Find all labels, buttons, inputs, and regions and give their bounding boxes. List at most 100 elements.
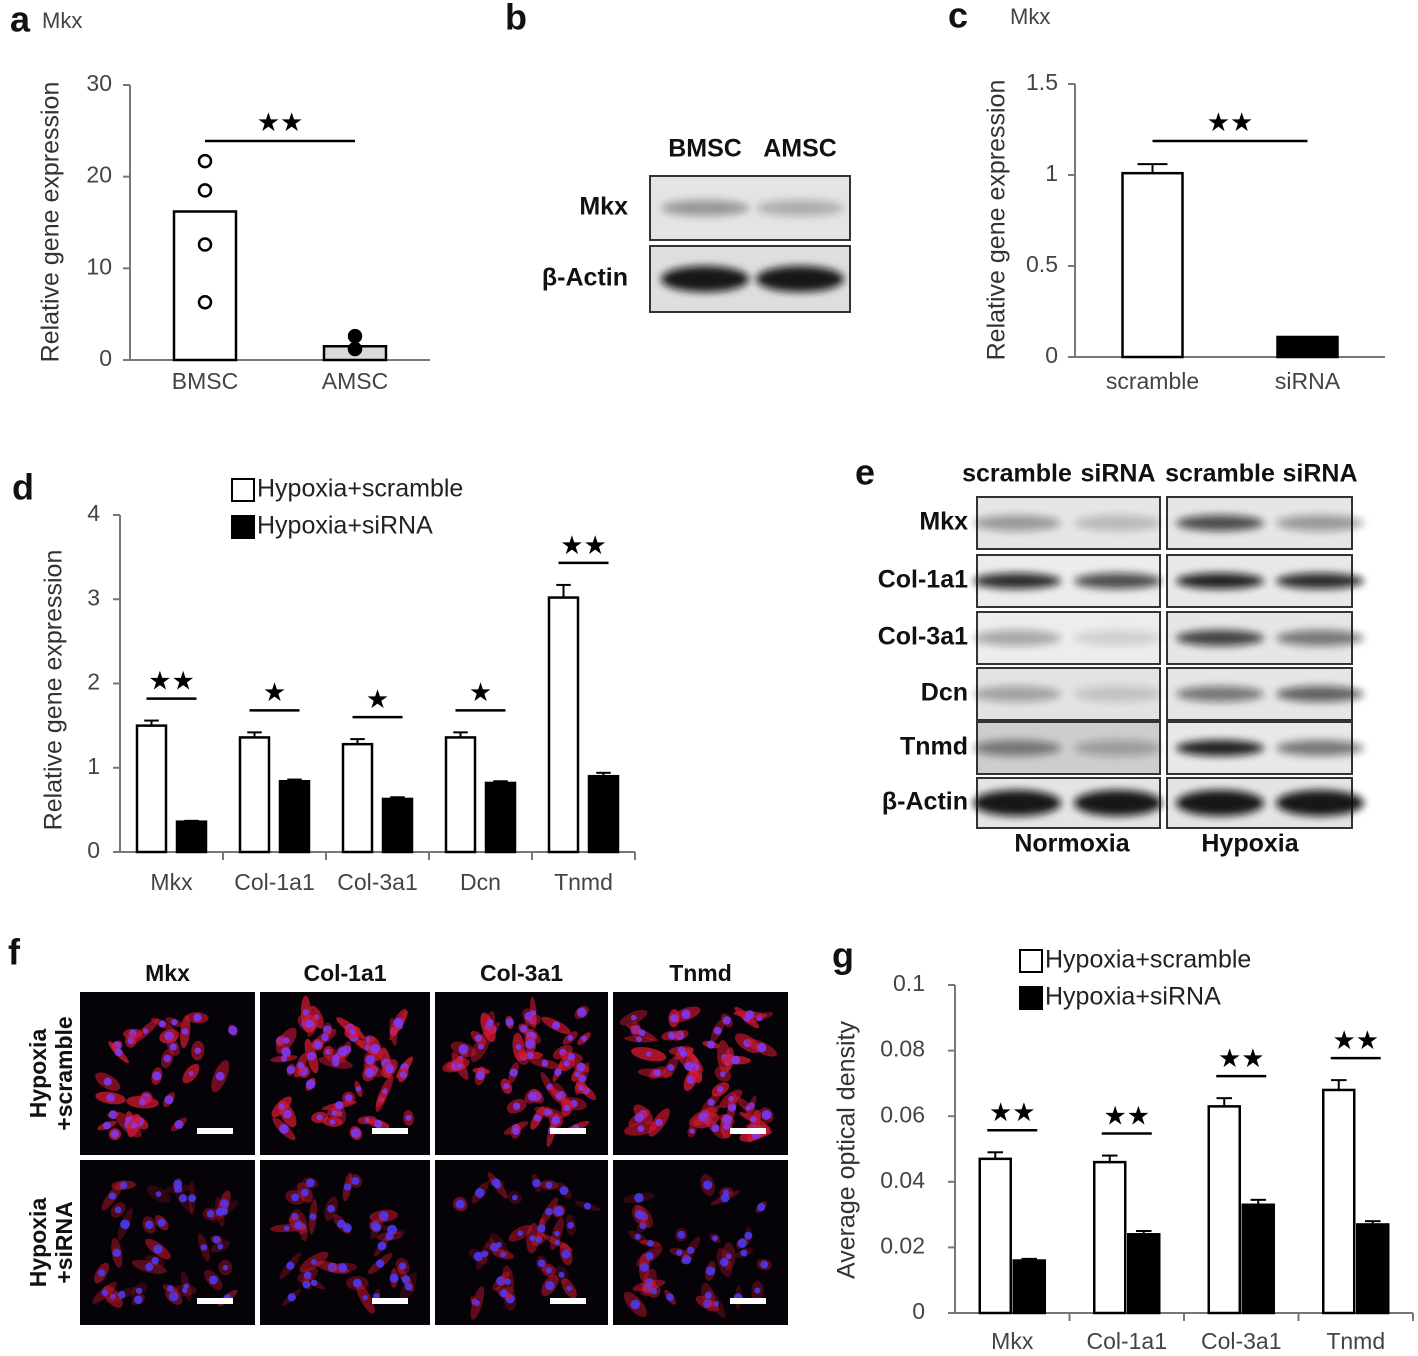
nucleus [722,1016,731,1025]
significance-label: ★★ [257,107,304,137]
y-tick-label: 0 [99,345,112,371]
nucleus [530,1010,537,1016]
nucleus [561,1249,571,1259]
nucleus [713,1301,719,1307]
blot-band [1176,515,1264,531]
nucleus [505,1018,514,1027]
panel-label: g [832,935,854,976]
blot-band [973,630,1061,646]
nucleus [630,1014,637,1021]
nucleus [163,1054,172,1063]
nucleus [313,1040,322,1050]
nucleus [174,1184,183,1193]
nucleus [338,1263,348,1273]
significance-label: ★ [366,684,389,714]
blot-row-label: Col-1a1 [878,566,968,594]
nucleus [321,1033,329,1042]
nucleus [389,1273,399,1283]
nucleus [537,1259,546,1268]
nucleus [705,1266,716,1276]
nucleus [219,1199,229,1208]
blot-band [1074,573,1162,589]
bar [587,774,620,854]
nucleus [535,1236,543,1243]
nucleus [481,1250,489,1258]
nucleus [689,1128,695,1134]
blot-row-label: Col-3a1 [878,623,968,651]
nucleus [527,1051,534,1059]
legend-label: Hypoxia+scramble [257,475,463,503]
bar [172,210,238,362]
nucleus [398,1262,407,1270]
x-tick-label: BMSC [172,368,238,394]
nucleus [114,1048,123,1057]
y-tick-label: 0.5 [1026,251,1058,277]
nucleus [760,1260,769,1269]
nucleus [520,1025,528,1033]
nucleus [362,1295,368,1301]
nucleus [193,1013,202,1022]
data-point [197,295,213,310]
legend-swatch [231,478,255,502]
micrograph-row-label: Hypoxia [25,1029,51,1119]
nucleus [385,1064,395,1074]
blot-band [756,266,844,292]
bar [1207,1105,1241,1315]
nucleus [761,1109,772,1120]
blot-group-label: Normoxia [1014,830,1130,858]
nucleus [529,1235,536,1242]
nucleus [737,1238,747,1248]
significance-label: ★★ [560,530,607,560]
y-tick-label: 10 [86,253,112,279]
blot-column-label: siRNA [1080,460,1155,488]
nucleus [646,1051,652,1057]
nucleus [646,1239,654,1247]
nucleus [378,1211,389,1221]
nucleus [563,1104,571,1112]
x-tick-label: Tnmd [1326,1328,1385,1354]
nucleus [370,1043,381,1054]
nucleus [114,1206,122,1214]
nucleus [634,1233,641,1240]
nucleus [722,1114,732,1125]
nucleus [102,1121,111,1130]
nucleus [278,1103,285,1110]
nucleus [551,1021,561,1030]
panel-label: c [948,0,968,36]
significance-label: ★★ [1218,1043,1265,1073]
nucleus [553,1206,564,1217]
blot-band [973,790,1061,816]
y-tick-label: 1 [1045,160,1058,186]
nucleus [169,1043,177,1051]
nucleus [704,1291,712,1300]
bar [1322,1088,1356,1315]
x-tick-label: Col-1a1 [1086,1328,1167,1354]
nucleus [720,1071,726,1077]
nucleus [313,1014,320,1021]
nucleus [283,1037,290,1044]
significance-label: ★★ [1332,1025,1379,1055]
y-tick-label: 30 [86,70,112,96]
micrograph-row-label: Hypoxia [25,1198,51,1288]
nucleus [144,1220,154,1230]
nucleus [158,1020,166,1028]
nucleus [475,1188,485,1198]
micrograph-column-label: Mkx [145,960,190,986]
blot-column-label: scramble [1165,460,1275,488]
nucleus [151,1256,159,1265]
blot-column-label: AMSC [763,135,837,163]
nucleus [567,1221,575,1229]
nucleus [574,1071,581,1077]
significance-label: ★★ [1207,107,1254,137]
nucleus [164,1031,174,1042]
nucleus [153,1244,163,1254]
bar [1241,1203,1275,1315]
bar [175,820,208,854]
nucleus [281,1047,291,1057]
nucleus [654,1069,662,1077]
nucleus [567,1053,576,1061]
nucleus [545,1280,555,1291]
bar [1127,1233,1161,1315]
y-tick-label: 2 [87,669,100,695]
